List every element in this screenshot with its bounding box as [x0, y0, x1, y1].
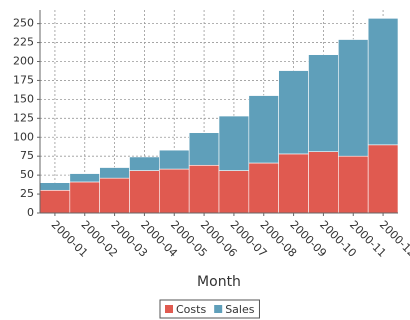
- bar-segment: [159, 149, 190, 170]
- legend-label: Costs: [176, 303, 206, 316]
- y-tick-label: 25: [20, 187, 34, 200]
- bar-segment: [99, 177, 130, 214]
- legend-label: Sales: [225, 303, 255, 316]
- y-tick-label: 225: [13, 36, 34, 49]
- y-tick-label: 50: [20, 168, 34, 181]
- y-tick-label: 150: [13, 92, 34, 105]
- bar-segment: [308, 151, 339, 214]
- bar-segment: [338, 155, 369, 214]
- y-tick-label: 100: [13, 130, 34, 143]
- bar-segment: [129, 156, 160, 171]
- y-tick-label: 0: [27, 206, 34, 219]
- bar-segment: [39, 182, 71, 191]
- bar-segment: [99, 167, 130, 179]
- bar-segment: [69, 181, 100, 214]
- y-tick-label: 250: [13, 17, 34, 30]
- y-tick-label: 75: [20, 149, 34, 162]
- bar-segment: [338, 39, 369, 157]
- bar-segment: [188, 132, 220, 166]
- bar-segment: [248, 162, 279, 214]
- bar-segment: [308, 54, 339, 152]
- bar-segment: [278, 153, 309, 214]
- x-axis-title: Month: [197, 274, 241, 290]
- bar-segment: [39, 189, 71, 214]
- y-tick-label: 125: [13, 111, 34, 124]
- bar-segment: [367, 144, 399, 214]
- bar-segment: [218, 115, 250, 171]
- bar-segment: [367, 18, 399, 146]
- bar-segment: [69, 173, 100, 183]
- y-tick-label: 175: [13, 73, 34, 86]
- bar-segment: [188, 164, 220, 214]
- bar-segment: [159, 168, 190, 214]
- bar-segment: [248, 95, 279, 164]
- legend-swatch: [214, 305, 223, 313]
- y-tick-label: 200: [13, 55, 34, 68]
- legend-box: [159, 299, 260, 319]
- legend: Costs Sales: [159, 299, 260, 319]
- bar-segment: [278, 70, 309, 155]
- bar-segment: [218, 170, 250, 214]
- legend-swatch: [165, 305, 173, 313]
- bar-segment: [129, 170, 160, 214]
